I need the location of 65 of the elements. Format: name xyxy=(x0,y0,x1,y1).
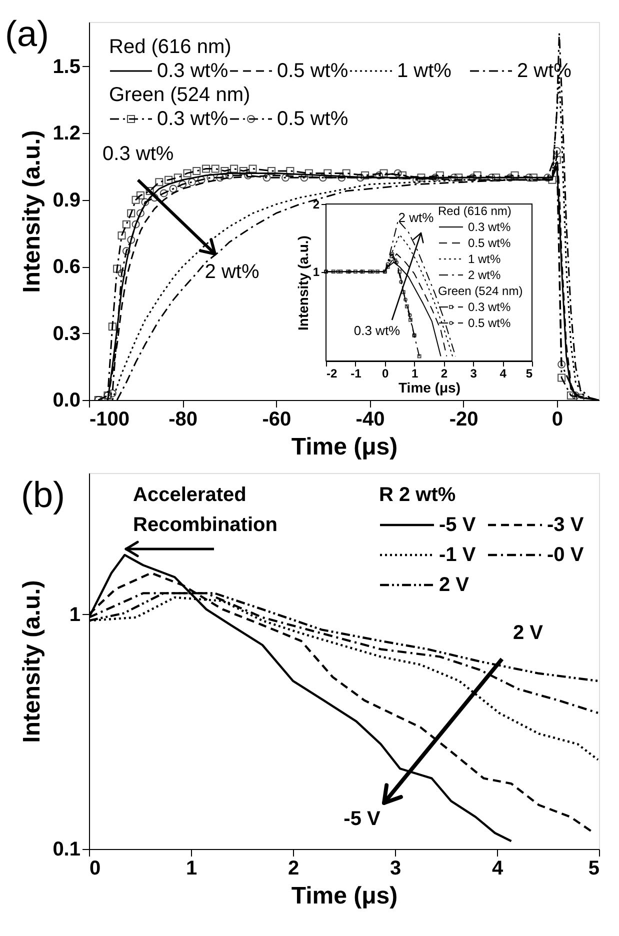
annotation: 2 wt% xyxy=(398,210,434,225)
legend-label: -3 V xyxy=(547,514,584,536)
annotation: -5 V xyxy=(344,808,381,830)
x-tick-label: 5 xyxy=(526,366,533,380)
chart-title: (a) xyxy=(5,13,49,54)
x-axis-title: Time (μs) xyxy=(398,380,460,396)
y-tick-label: 0.1 xyxy=(52,838,80,860)
legend-label: 2 V xyxy=(439,574,470,596)
legend-label: 0.5 wt% xyxy=(468,236,512,250)
x-tick-label: 0 xyxy=(382,366,390,380)
x-tick-label: -40 xyxy=(356,408,385,430)
x-axis-title: Time (μs) xyxy=(291,882,398,910)
x-tick-label: -20 xyxy=(449,408,478,430)
legend-label: 1 wt% xyxy=(468,252,502,266)
legend-label: 0.5 wt% xyxy=(277,60,348,82)
x-tick-label: -100 xyxy=(90,408,130,430)
annotation: 0.3 wt% xyxy=(354,323,401,338)
x-tick-label: -1 xyxy=(350,366,362,380)
x-tick-label: 5 xyxy=(588,858,600,880)
chart-title: (b) xyxy=(21,474,65,515)
annotation: Red (616 nm) xyxy=(109,36,232,58)
legend-label: 0.5 wt% xyxy=(277,108,348,130)
legend-label: 0.3 wt% xyxy=(468,220,512,234)
legend-label: -5 V xyxy=(439,514,476,536)
x-tick-label: 1 xyxy=(411,366,418,380)
y-tick-label: 0.9 xyxy=(52,189,80,212)
legend-label: 0.3 wt% xyxy=(157,60,228,82)
y-axis-title: Intensity (a.u.) xyxy=(18,130,46,293)
legend-label: 1 wt% xyxy=(397,60,452,82)
x-tick-label: 2 xyxy=(288,858,300,880)
y-tick-label: 1.2 xyxy=(52,122,80,145)
annotation: 0.3 wt% xyxy=(102,142,174,165)
legend-label: 0.3 wt% xyxy=(468,300,512,314)
legend-label: 2 wt% xyxy=(517,60,572,82)
x-tick-label: 1 xyxy=(186,858,198,880)
annotation: 2 V xyxy=(512,622,544,644)
annotation: Accelerated Recombination xyxy=(133,484,278,536)
y-tick-label: 0.3 xyxy=(52,322,80,345)
x-tick-label: 3 xyxy=(470,366,478,380)
legend-label: 0.5 wt% xyxy=(468,316,512,330)
x-tick-label: 0 xyxy=(90,858,101,880)
y-tick-label: 0.6 xyxy=(52,256,80,278)
x-tick-label: 3 xyxy=(390,858,402,880)
annotation: Red (616 nm) xyxy=(438,204,512,218)
x-tick-label: 4 xyxy=(500,366,507,380)
annotation: Green (524 nm) xyxy=(109,84,250,106)
y-axis-title: Intensity (a.u.) xyxy=(294,236,311,330)
x-axis-title: Time (μs) xyxy=(291,434,398,460)
legend-label: -0 V xyxy=(547,544,584,566)
x-tick-label: 2 xyxy=(440,366,448,380)
legend-title: R 2 wt% xyxy=(379,484,456,506)
x-tick-label: -2 xyxy=(326,366,338,380)
y-tick-label: 0.0 xyxy=(52,390,80,412)
x-tick-label: -80 xyxy=(168,408,198,430)
legend-label: 0.3 wt% xyxy=(157,108,228,130)
x-tick-label: 0 xyxy=(552,408,563,430)
legend-label: -1 V xyxy=(439,544,476,566)
annotation: 2 wt% xyxy=(204,261,260,283)
y-axis-title: Intensity (a.u.) xyxy=(18,580,46,743)
y-tick-label: 1.5 xyxy=(52,56,80,78)
x-tick-label: 4 xyxy=(492,858,504,880)
annotation: Green (524 nm) xyxy=(438,284,523,298)
legend-label: 2 wt% xyxy=(468,268,502,282)
y-tick-label: 1 xyxy=(69,604,80,626)
x-tick-label: -60 xyxy=(262,408,292,430)
